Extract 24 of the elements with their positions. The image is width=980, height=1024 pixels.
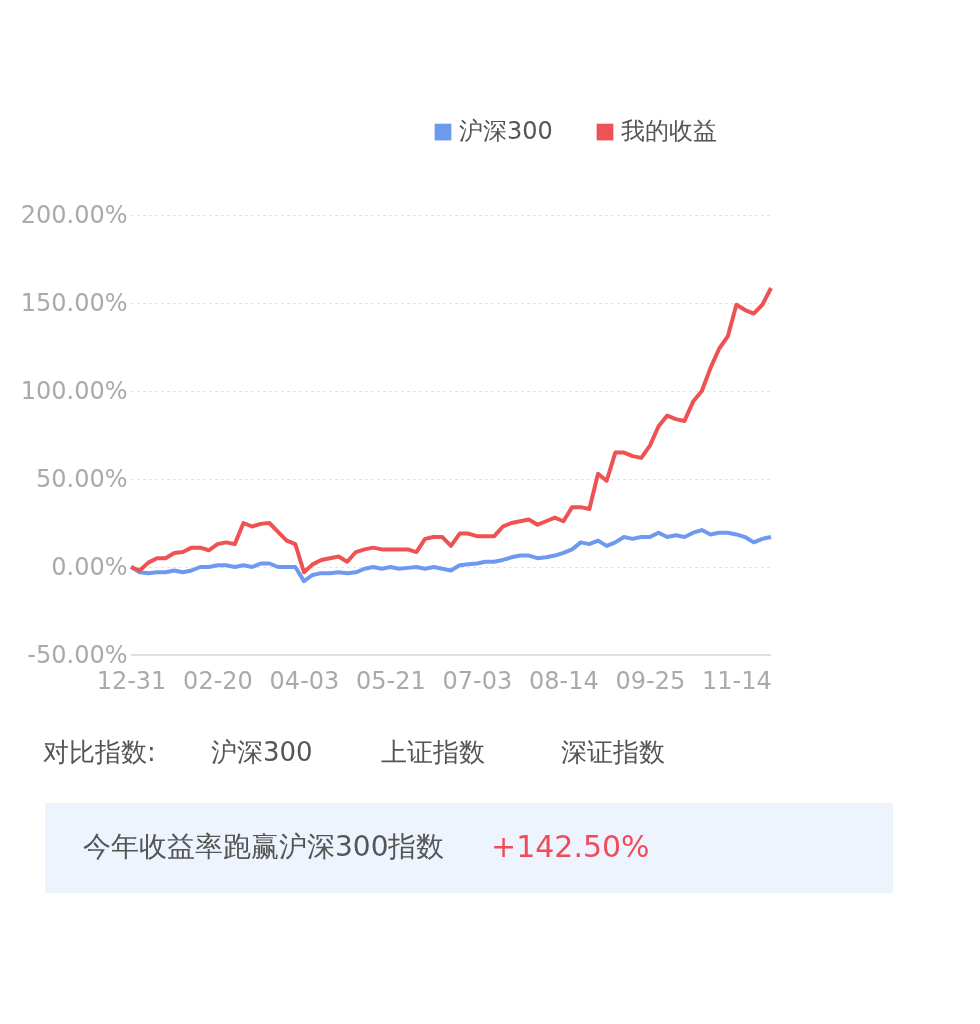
y-tick-label: 0.00% — [51, 552, 128, 581]
x-tick-label: 12-31 — [96, 666, 167, 695]
x-tick-label: 07-03 — [442, 666, 513, 695]
x-tick-label: 02-20 — [183, 666, 253, 695]
x-tick-label: 05-21 — [356, 666, 426, 695]
line-series — [129, 286, 773, 575]
text: 上证指数 — [381, 737, 485, 767]
text: 深证指数 — [561, 737, 665, 767]
legend-label: 沪深300 — [459, 117, 553, 146]
y-tick-label: 50.00% — [35, 464, 128, 493]
y-tick-label: 100.00% — [20, 376, 128, 405]
line-series — [129, 528, 773, 584]
x-tick-label: 04-03 — [269, 666, 340, 695]
x-tick-label: 08-14 — [529, 666, 599, 695]
y-tick-label: -50.00% — [27, 640, 128, 669]
x-tick-label: 11-14 — [702, 666, 772, 695]
x-tick-label: 09-25 — [615, 666, 686, 695]
legend-label: 我的收益 — [621, 117, 717, 146]
text: 今年收益率跑赢沪深300指数 — [83, 830, 445, 863]
y-tick-label: 150.00% — [20, 288, 128, 317]
text: 对比指数: — [43, 737, 156, 767]
y-tick-label: 200.00% — [20, 200, 128, 229]
text: +142.50% — [491, 829, 650, 864]
text: 沪深300 — [211, 737, 313, 767]
